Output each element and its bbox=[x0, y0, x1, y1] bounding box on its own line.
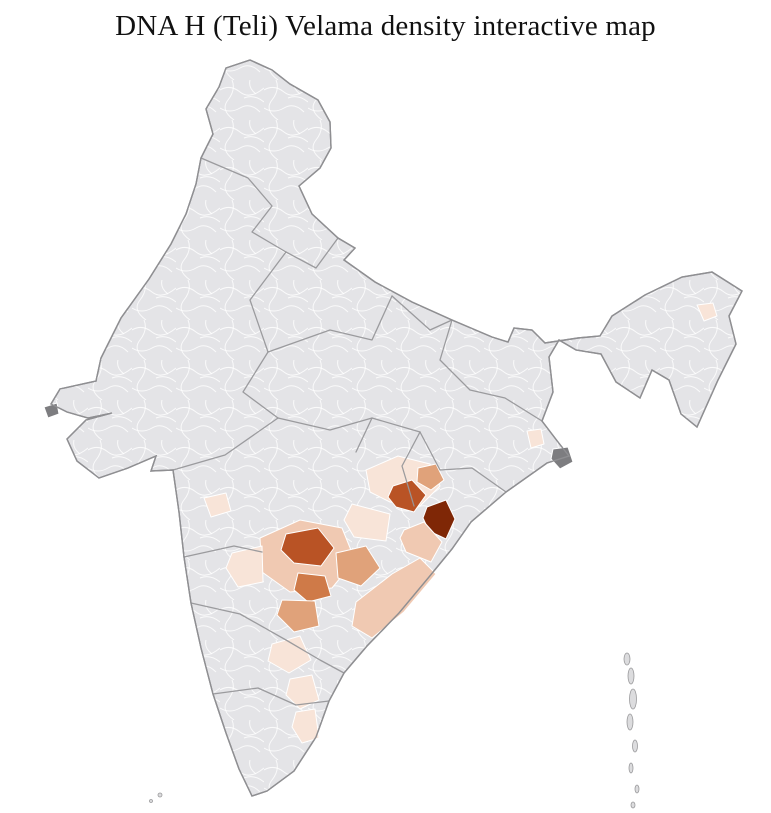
district-west-light[interactable] bbox=[225, 545, 264, 588]
district-small-west-light[interactable] bbox=[203, 492, 232, 518]
district-north-cluster-light-c[interactable] bbox=[343, 503, 391, 542]
district-mesh-texture bbox=[51, 60, 742, 796]
district-rayalaseema-light[interactable] bbox=[267, 635, 312, 674]
small-islets bbox=[149, 792, 163, 803]
district-north-cluster-dark-core[interactable] bbox=[387, 479, 427, 513]
district-kutch-dark-gray[interactable] bbox=[43, 402, 60, 419]
district-coastal-light-strip[interactable] bbox=[351, 557, 437, 639]
district-south-light-b[interactable] bbox=[291, 708, 320, 744]
district-south-medium[interactable] bbox=[276, 599, 320, 633]
state-boundaries bbox=[172, 157, 543, 706]
district-bengal-light-small[interactable] bbox=[526, 428, 545, 449]
page-title: DNA H (Teli) Velama density interactive … bbox=[115, 10, 656, 42]
district-north-cluster-medium-b[interactable] bbox=[416, 463, 445, 491]
district-telangana-dark-core[interactable] bbox=[280, 527, 335, 567]
district-telangana-south-dark[interactable] bbox=[293, 572, 332, 603]
district-coastal-medium[interactable] bbox=[399, 521, 443, 563]
india-outline-stroke bbox=[50, 59, 743, 797]
district-south-light-a[interactable] bbox=[285, 674, 320, 710]
district-east-medium[interactable] bbox=[335, 545, 381, 587]
district-northeast-light-small[interactable] bbox=[696, 302, 718, 322]
andaman-nicobar-islands bbox=[623, 652, 640, 809]
